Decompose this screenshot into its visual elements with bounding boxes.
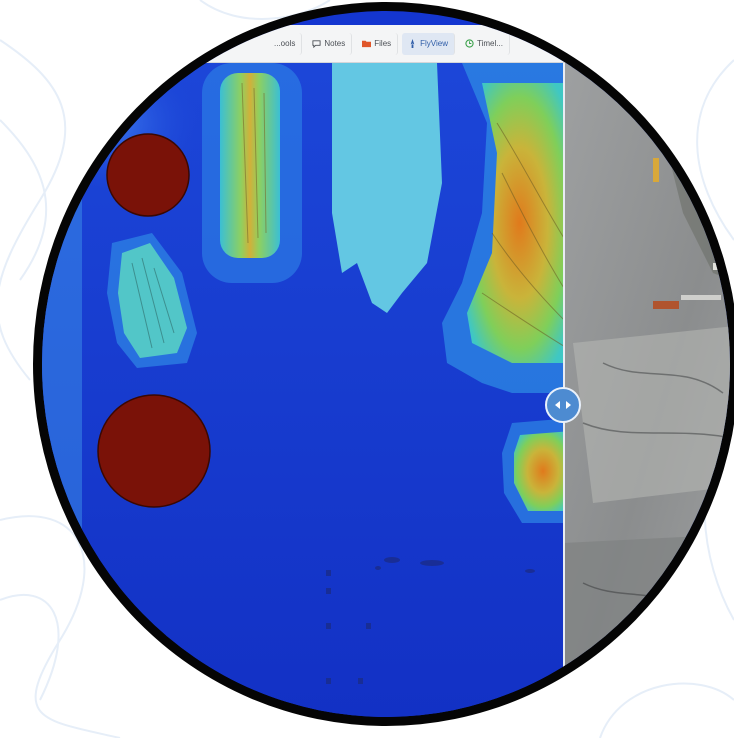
tab-flyview[interactable]: FlyView	[402, 32, 455, 55]
tab-notes[interactable]: Notes	[306, 32, 353, 55]
notes-tab-label: Notes	[324, 39, 346, 48]
tab-tools[interactable]: ...ools	[268, 32, 303, 55]
tab-files[interactable]: Files	[356, 32, 399, 55]
left-right-arrows-icon	[555, 401, 571, 409]
tab-timeline[interactable]: Timel...	[459, 32, 510, 55]
tools-tab-label: ...ools	[274, 39, 296, 48]
elevation-heatmap[interactable]	[42, 63, 572, 726]
folder-icon	[362, 40, 372, 48]
map-viewer[interactable]: ...ools Notes Files FlyView	[42, 11, 730, 717]
flyview-tab-label: FlyView	[420, 39, 448, 48]
timeline-icon	[465, 39, 474, 48]
flyview-icon	[410, 39, 415, 48]
timeline-tab-label: Timel...	[477, 39, 503, 48]
notes-icon	[312, 40, 321, 48]
orthophoto-layer[interactable]	[563, 63, 734, 726]
magnifier-lens: ...ools Notes Files FlyView	[33, 2, 734, 726]
top-toolbar: ...ools Notes Files FlyView	[42, 25, 730, 63]
split-handle[interactable]	[545, 387, 581, 423]
files-tab-label: Files	[374, 39, 392, 48]
